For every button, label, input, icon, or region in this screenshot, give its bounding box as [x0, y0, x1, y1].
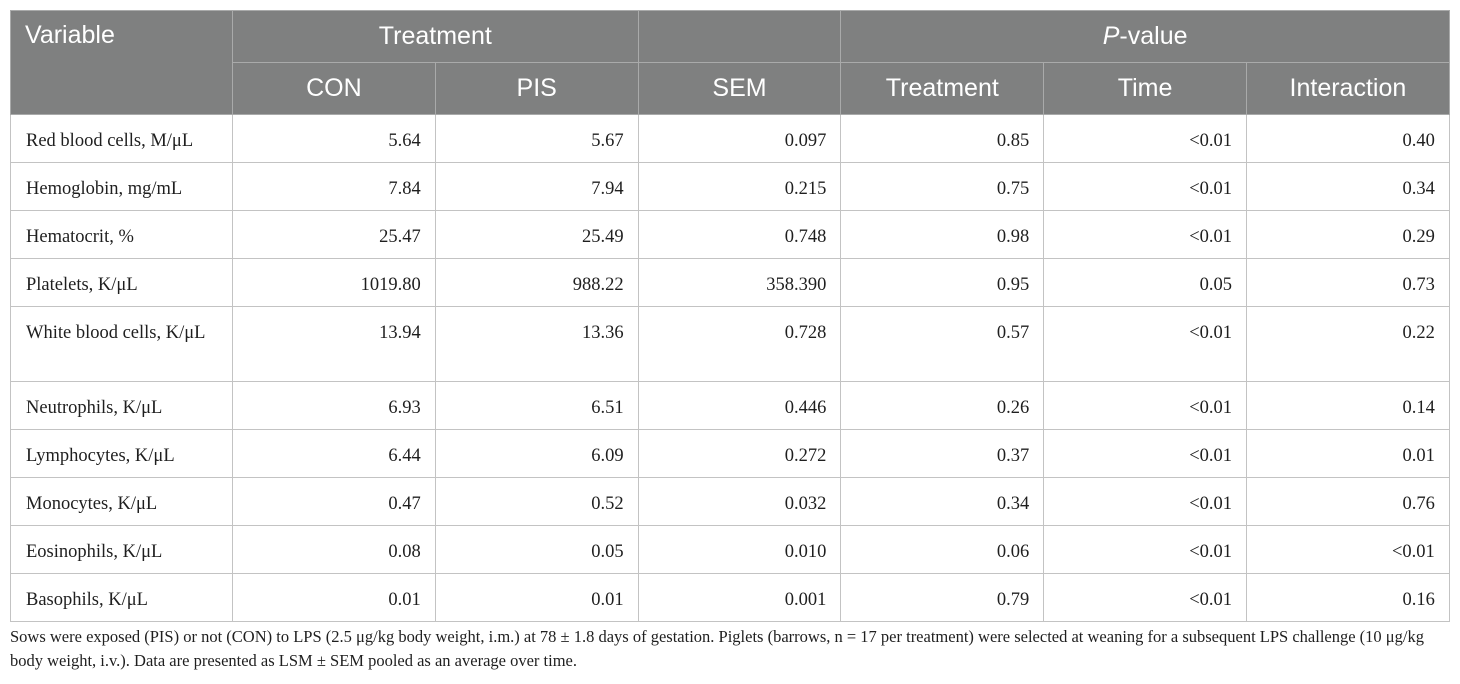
cell-p-interaction: 0.73: [1246, 258, 1450, 307]
cell-p-interaction: 0.34: [1246, 162, 1450, 211]
cell-p-interaction: <0.01: [1246, 525, 1450, 574]
table-header: Variable Treatment P-value CON PIS SEM T…: [10, 10, 1450, 115]
table-row: Basophils, K/μL 0.01 0.01 0.001 0.79 <0.…: [10, 573, 1450, 622]
cell-variable: Red blood cells, M/μL: [10, 114, 233, 163]
table-row: Hemoglobin, mg/mL 7.84 7.94 0.215 0.75 <…: [10, 162, 1450, 211]
cell-p-treatment: 0.98: [840, 210, 1045, 259]
header-pvalue-rest: -value: [1119, 22, 1188, 50]
cell-p-time: <0.01: [1043, 477, 1247, 526]
cell-variable: Hematocrit, %: [10, 210, 233, 259]
cell-p-interaction: 0.29: [1246, 210, 1450, 259]
cell-sem: 0.446: [637, 381, 842, 430]
cell-pis: 0.01: [434, 573, 639, 622]
table-row: Neutrophils, K/μL 6.93 6.51 0.446 0.26 <…: [10, 381, 1450, 430]
cell-pis: 7.94: [434, 162, 639, 211]
cell-sem: 0.272: [637, 429, 842, 478]
cell-variable: Basophils, K/μL: [10, 573, 233, 622]
cell-con: 7.84: [232, 162, 436, 211]
header-con: CON: [232, 62, 436, 115]
cell-pis: 13.36: [434, 306, 639, 382]
cell-sem: 0.032: [637, 477, 842, 526]
cell-p-treatment: 0.37: [840, 429, 1045, 478]
cell-sem: 0.010: [637, 525, 842, 574]
cell-p-interaction: 0.14: [1246, 381, 1450, 430]
cell-variable: Platelets, K/μL: [10, 258, 233, 307]
cell-variable: Lymphocytes, K/μL: [10, 429, 233, 478]
header-treatment-group: Treatment: [232, 10, 639, 63]
cell-p-time: <0.01: [1043, 429, 1247, 478]
cell-p-treatment: 0.79: [840, 573, 1045, 622]
cell-p-treatment: 0.75: [840, 162, 1045, 211]
cell-p-treatment: 0.85: [840, 114, 1045, 163]
cell-sem: 0.215: [637, 162, 842, 211]
cell-p-time: <0.01: [1043, 573, 1247, 622]
header-pvalue-group: P-value: [840, 10, 1450, 63]
header-variable: Variable: [10, 10, 233, 115]
header-sem: SEM: [637, 62, 842, 115]
table-row: Red blood cells, M/μL 5.64 5.67 0.097 0.…: [10, 114, 1450, 163]
cell-p-time: <0.01: [1043, 114, 1247, 163]
cell-variable: Hemoglobin, mg/mL: [10, 162, 233, 211]
cell-variable: White blood cells, K/μL: [10, 306, 233, 382]
header-pvalue-p: P: [1102, 22, 1120, 50]
cell-p-time: <0.01: [1043, 381, 1247, 430]
cell-p-treatment: 0.95: [840, 258, 1045, 307]
table-footnote: Sows were exposed (PIS) or not (CON) to …: [10, 627, 1424, 670]
header-row-top: Variable Treatment P-value: [10, 10, 1450, 115]
cell-pis: 25.49: [434, 210, 639, 259]
cell-con: 0.01: [232, 573, 436, 622]
cell-con: 13.94: [232, 306, 436, 382]
table-row: Monocytes, K/μL 0.47 0.52 0.032 0.34 <0.…: [10, 477, 1450, 526]
cell-p-treatment: 0.57: [840, 306, 1045, 382]
cell-p-time: 0.05: [1043, 258, 1247, 307]
cell-pis: 6.09: [434, 429, 639, 478]
cell-con: 6.93: [232, 381, 436, 430]
table-row: Lymphocytes, K/μL 6.44 6.09 0.272 0.37 <…: [10, 429, 1450, 478]
cell-con: 1019.80: [232, 258, 436, 307]
cell-variable: Monocytes, K/μL: [10, 477, 233, 526]
table-row: Eosinophils, K/μL 0.08 0.05 0.010 0.06 <…: [10, 525, 1450, 574]
cell-pis: 0.05: [434, 525, 639, 574]
cell-p-time: <0.01: [1043, 210, 1247, 259]
cell-con: 5.64: [232, 114, 436, 163]
header-blank: [637, 10, 842, 63]
cell-sem: 0.728: [637, 306, 842, 382]
cell-pis: 5.67: [434, 114, 639, 163]
cell-p-interaction: 0.16: [1246, 573, 1450, 622]
cell-p-interaction: 0.40: [1246, 114, 1450, 163]
cell-con: 25.47: [232, 210, 436, 259]
cell-pis: 0.52: [434, 477, 639, 526]
cell-pis: 6.51: [434, 381, 639, 430]
cell-sem: 0.748: [637, 210, 842, 259]
cell-p-treatment: 0.06: [840, 525, 1045, 574]
cell-con: 6.44: [232, 429, 436, 478]
cell-p-interaction: 0.22: [1246, 306, 1450, 382]
header-p-time: Time: [1043, 62, 1247, 115]
results-table-container: Variable Treatment P-value CON PIS SEM T…: [10, 10, 1450, 622]
header-p-interaction: Interaction: [1246, 62, 1450, 115]
header-row-bottom: CON PIS SEM Treatment Time Interaction: [11, 62, 1450, 115]
header-pis: PIS: [434, 62, 639, 115]
cell-p-time: <0.01: [1043, 306, 1247, 382]
cell-sem: 358.390: [637, 258, 842, 307]
table-row: White blood cells, K/μL 13.94 13.36 0.72…: [10, 306, 1450, 382]
cell-variable: Neutrophils, K/μL: [10, 381, 233, 430]
cell-p-interaction: 0.01: [1246, 429, 1450, 478]
results-table: Variable Treatment P-value CON PIS SEM T…: [10, 10, 1450, 622]
table-row: Platelets, K/μL 1019.80 988.22 358.390 0…: [10, 258, 1450, 307]
cell-pis: 988.22: [434, 258, 639, 307]
cell-p-treatment: 0.26: [840, 381, 1045, 430]
cell-p-interaction: 0.76: [1246, 477, 1450, 526]
cell-con: 0.47: [232, 477, 436, 526]
cell-variable: Eosinophils, K/μL: [10, 525, 233, 574]
cell-p-treatment: 0.34: [840, 477, 1045, 526]
cell-con: 0.08: [232, 525, 436, 574]
cell-p-time: <0.01: [1043, 162, 1247, 211]
table-row: Hematocrit, % 25.47 25.49 0.748 0.98 <0.…: [10, 210, 1450, 259]
cell-sem: 0.001: [637, 573, 842, 622]
header-p-treatment: Treatment: [840, 62, 1045, 115]
cell-p-time: <0.01: [1043, 525, 1247, 574]
cell-sem: 0.097: [637, 114, 842, 163]
table-body: Red blood cells, M/μL 5.64 5.67 0.097 0.…: [10, 114, 1450, 622]
